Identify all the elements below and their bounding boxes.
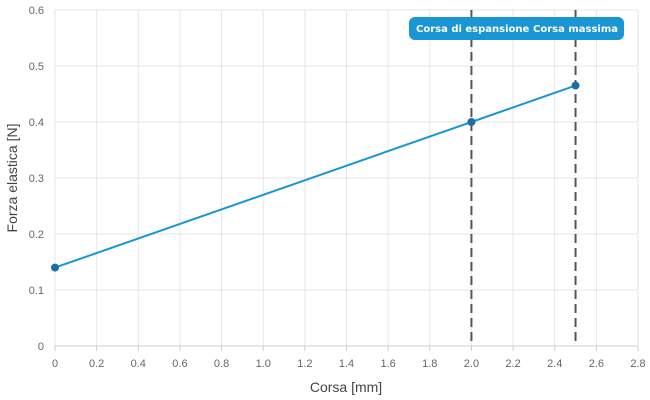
series-line [54,84,576,269]
x-tick-label: 1.2 [297,358,312,370]
annotation-lines [470,10,577,346]
x-axis-ticks: 0 0.2 0.4 0.6 0.8 1.0 1.2 1.4 1.6 1.8 2.0 2.2 2.4 2.6… [52,346,646,370]
annotation-badges: Corsa di espansione Corsa massima [409,17,624,40]
y-tick-label: 0.1 [29,285,44,297]
y-tick-label: 0.6 [29,5,44,17]
y-tick-label: 0.4 [29,117,44,129]
x-axis-title: Corsa [mm] [310,379,382,395]
x-tick-label: 2.2 [505,358,520,370]
grid [54,9,639,347]
data-point [467,118,476,126]
y-tick-label: 0 [38,341,44,353]
x-tick-label: 1.8 [422,358,437,370]
data-point [51,263,59,272]
x-tick-label: 1.4 [339,358,354,370]
x-tick-label: 1.0 [256,358,271,370]
x-tick-label: 1.6 [380,358,395,370]
y-axis-ticks: 0 0.1 0.2 0.3 0.4 0.5 0.6 [29,5,44,353]
annotation-badge [409,17,624,40]
y-tick-label: 0.3 [29,173,44,185]
data-point [571,81,580,90]
series-layer [51,81,580,272]
x-tick-label: 2.8 [630,358,645,370]
x-tick-label: 2.0 [464,358,479,370]
annotation-label: Corsa di espansione [416,24,530,35]
annotation-label: Corsa massima [533,24,618,35]
y-tick-label: 0.2 [29,229,44,241]
x-tick-label: 2.4 [547,358,562,370]
x-tick-label: 0.8 [214,358,229,370]
x-tick-label: 0.4 [131,358,146,370]
y-tick-label: 0.5 [29,61,44,73]
x-tick-label: 0 [52,358,58,370]
y-axis-title: Forza elastica [N] [4,124,20,233]
x-tick-label: 0.2 [89,358,104,370]
x-tick-label: 2.6 [589,358,604,370]
x-tick-label: 0.6 [172,358,187,370]
